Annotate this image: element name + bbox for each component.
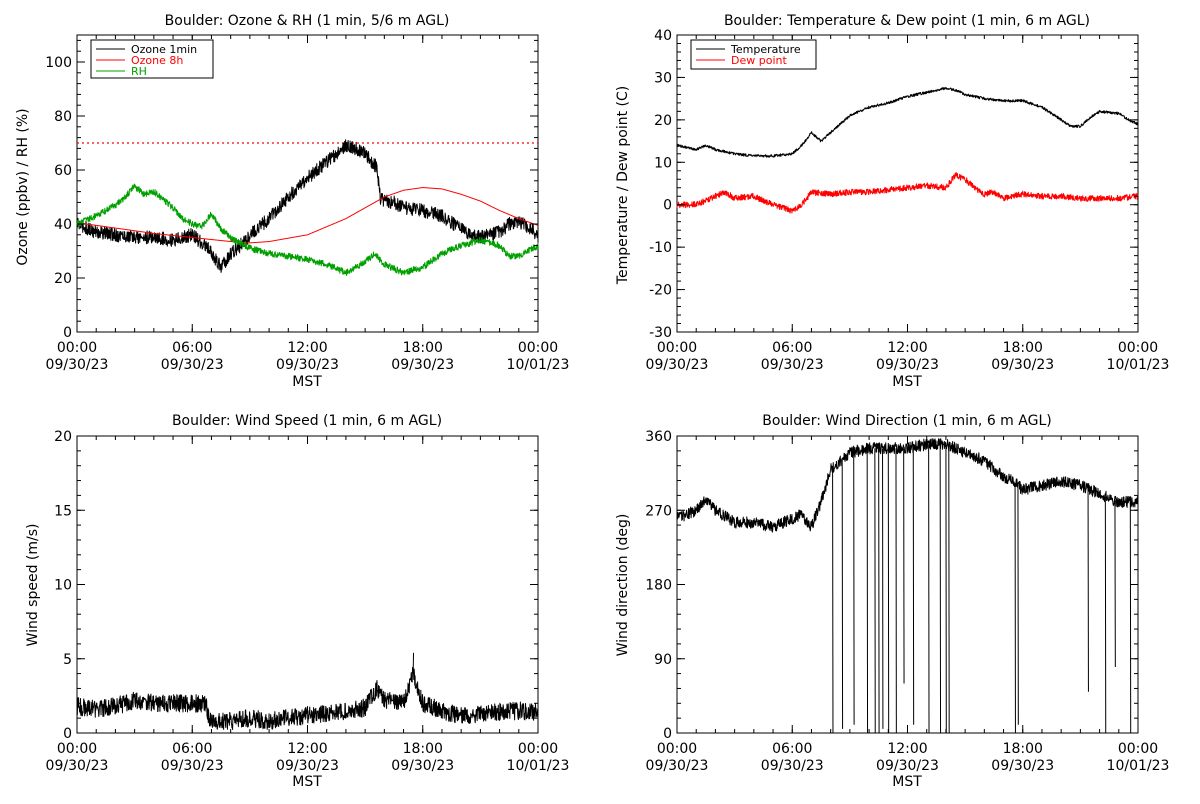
x-tick-label-time: 06:00 — [172, 340, 212, 356]
chart-temperature-dewpoint: Boulder: Temperature & Dew point (1 min,… — [615, 13, 1169, 390]
y-tick-label: 0 — [63, 325, 72, 341]
y-tick-label: 20 — [54, 271, 72, 287]
x-tick-label-time: 00:00 — [657, 340, 697, 356]
series-line-dew-point — [677, 173, 1138, 214]
x-tick-label-time: 00:00 — [57, 340, 97, 356]
legend-label: Dew point — [731, 54, 787, 67]
series-line-temperature — [677, 87, 1138, 157]
plot-frame — [677, 35, 1138, 332]
plot-frame — [77, 35, 538, 332]
x-tick-label-time: 00:00 — [518, 340, 558, 356]
y-tick-label: 90 — [654, 652, 672, 668]
x-tick-label-date: 10/01/23 — [507, 758, 570, 774]
series-line — [77, 667, 538, 729]
x-tick-label-date: 09/30/23 — [991, 758, 1054, 774]
y-axis-label: Wind speed (m/s) — [25, 524, 41, 647]
y-tick-label: 15 — [54, 503, 72, 519]
chart-title: Boulder: Ozone & RH (1 min, 5/6 m AGL) — [165, 13, 450, 29]
x-tick-label-date: 09/30/23 — [876, 758, 939, 774]
chart-title: Boulder: Wind Direction (1 min, 6 m AGL) — [762, 413, 1051, 429]
x-tick-label-date: 09/30/23 — [391, 758, 454, 774]
y-tick-label: -10 — [649, 240, 672, 256]
chart-title: Boulder: Wind Speed (1 min, 6 m AGL) — [172, 413, 442, 429]
y-tick-label: 5 — [63, 652, 72, 668]
y-tick-label: 270 — [645, 503, 672, 519]
x-axis-label: MST — [892, 774, 922, 790]
x-tick-label-time: 00:00 — [1118, 741, 1158, 757]
y-tick-label: 180 — [645, 578, 672, 594]
plot-frame — [77, 436, 538, 733]
x-tick-label-time: 18:00 — [403, 340, 443, 356]
x-tick-label-time: 12:00 — [887, 340, 927, 356]
chart-wind-direction: Boulder: Wind Direction (1 min, 6 m AGL)… — [615, 413, 1169, 790]
chart-wind-speed: Boulder: Wind Speed (1 min, 6 m AGL) Win… — [25, 413, 569, 790]
x-tick-label-date: 10/01/23 — [1107, 758, 1170, 774]
y-tick-label: -20 — [649, 283, 672, 299]
x-axis-label: MST — [292, 374, 322, 390]
y-tick-label: 10 — [54, 578, 72, 594]
x-tick-label-date: 09/30/23 — [876, 357, 939, 373]
x-tick-label-date: 09/30/23 — [161, 758, 224, 774]
x-tick-label-time: 00:00 — [518, 741, 558, 757]
x-tick-label-time: 00:00 — [57, 741, 97, 757]
x-tick-label-time: 18:00 — [1003, 741, 1043, 757]
x-tick-label-date: 09/30/23 — [761, 357, 824, 373]
y-tick-label: 40 — [54, 217, 72, 233]
x-tick-label-time: 12:00 — [287, 340, 327, 356]
legend: Temperature Dew point — [691, 40, 816, 69]
x-tick-label-time: 06:00 — [772, 340, 812, 356]
x-tick-label-time: 00:00 — [1118, 340, 1158, 356]
x-tick-label-time: 12:00 — [287, 741, 327, 757]
x-tick-label-date: 10/01/23 — [1107, 357, 1170, 373]
y-tick-label: 30 — [654, 70, 672, 86]
y-axis-label: Wind direction (deg) — [615, 514, 631, 657]
legend-label: RH — [131, 65, 147, 78]
x-tick-label-time: 06:00 — [172, 741, 212, 757]
x-tick-label-date: 09/30/23 — [991, 357, 1054, 373]
x-tick-label-time: 12:00 — [887, 741, 927, 757]
x-tick-label-date: 10/01/23 — [507, 357, 570, 373]
y-axis-label: Ozone (ppbv) / RH (%) — [15, 108, 31, 265]
y-tick-label: -30 — [649, 325, 672, 341]
series-line — [677, 439, 1138, 533]
x-axis-label: MST — [892, 374, 922, 390]
x-tick-label-time: 18:00 — [1003, 340, 1043, 356]
x-tick-label-time: 18:00 — [403, 741, 443, 757]
x-axis-label: MST — [292, 774, 322, 790]
y-tick-label: 80 — [54, 109, 72, 125]
y-tick-label: 20 — [54, 429, 72, 445]
x-tick-label-date: 09/30/23 — [46, 758, 109, 774]
x-tick-label-time: 00:00 — [657, 741, 697, 757]
y-axis-label: Temperature / Dew point (C) — [615, 86, 631, 285]
series-line-ozone-1min — [77, 140, 538, 273]
x-tick-label-date: 09/30/23 — [646, 357, 709, 373]
y-tick-label: 0 — [63, 726, 72, 742]
y-tick-label: 0 — [663, 198, 672, 214]
x-tick-label-date: 09/30/23 — [161, 357, 224, 373]
x-tick-label-date: 09/30/23 — [391, 357, 454, 373]
y-tick-label: 100 — [45, 55, 72, 71]
x-tick-label-time: 06:00 — [772, 741, 812, 757]
x-tick-label-date: 09/30/23 — [276, 758, 339, 774]
legend: Ozone 1min Ozone 8h RH — [91, 40, 213, 78]
x-tick-label-date: 09/30/23 — [276, 357, 339, 373]
y-tick-label: 0 — [663, 726, 672, 742]
chart-title: Boulder: Temperature & Dew point (1 min,… — [724, 13, 1090, 29]
y-tick-label: 360 — [645, 429, 672, 445]
x-tick-label-date: 09/30/23 — [46, 357, 109, 373]
chart-ozone-rh: Boulder: Ozone & RH (1 min, 5/6 m AGL) O… — [15, 13, 569, 390]
x-tick-label-date: 09/30/23 — [761, 758, 824, 774]
y-tick-label: 40 — [654, 28, 672, 44]
x-tick-label-date: 09/30/23 — [646, 758, 709, 774]
y-tick-label: 20 — [654, 113, 672, 129]
y-tick-label: 10 — [654, 155, 672, 171]
y-tick-label: 60 — [54, 163, 72, 179]
